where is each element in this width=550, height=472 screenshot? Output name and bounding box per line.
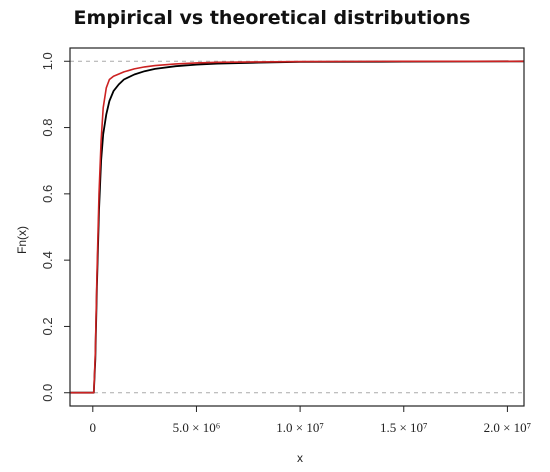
plot-area bbox=[70, 60, 525, 394]
x-tick-label-1: 5.0 × 10⁶ bbox=[173, 420, 221, 435]
y-tick-label-4: 0.8 bbox=[40, 119, 55, 137]
x-axis-label: x bbox=[297, 451, 303, 465]
y-tick-label-2: 0.4 bbox=[40, 251, 55, 269]
chart-title: Empirical vs theoretical distributions bbox=[74, 7, 471, 29]
x-tick-label-3: 1.5 × 10⁷ bbox=[380, 420, 428, 435]
y-tick-label-5: 1.0 bbox=[40, 52, 55, 70]
x-tick-label-4: 2.0 × 10⁷ bbox=[484, 420, 532, 435]
y-tick-label-1: 0.2 bbox=[40, 317, 55, 335]
plot-frame bbox=[69, 47, 525, 407]
x-tick-label-0: 0 bbox=[90, 420, 97, 435]
y-tick-label-3: 0.6 bbox=[40, 185, 55, 203]
y-tick-label-0: 0.0 bbox=[40, 384, 55, 402]
x-tick-label-2: 1.0 × 10⁷ bbox=[276, 420, 324, 435]
axes: 0.0 0.2 0.4 0.6 0.8 1.0 0 5.0 × 10⁶ 1.0 × 10⁷ 1.5… bbox=[40, 47, 532, 435]
series-line-1 bbox=[70, 60, 524, 394]
series-line-0 bbox=[70, 60, 525, 394]
y-axis-label: Fn(x) bbox=[15, 226, 29, 254]
